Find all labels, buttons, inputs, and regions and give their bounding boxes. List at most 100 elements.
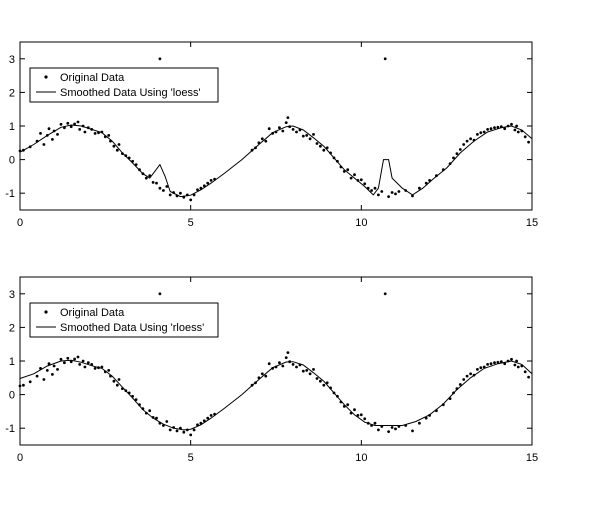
data-point xyxy=(267,362,271,366)
axes-box xyxy=(19,276,533,446)
data-point xyxy=(489,362,493,366)
data-point xyxy=(325,381,329,385)
data-point xyxy=(489,127,493,131)
x-tick-label: 0 xyxy=(17,217,23,229)
data-point xyxy=(496,125,500,129)
data-point xyxy=(418,421,421,425)
data-point xyxy=(469,372,472,376)
data-point xyxy=(424,181,428,185)
data-point xyxy=(390,426,394,429)
data-point xyxy=(69,125,73,129)
x-tick-label: 5 xyxy=(188,452,194,464)
data-point xyxy=(493,361,496,365)
data-point xyxy=(383,57,387,61)
x-tick-label: 15 xyxy=(526,217,538,229)
data-point xyxy=(394,192,397,196)
data-point xyxy=(76,355,80,359)
data-point xyxy=(356,414,360,417)
data-point xyxy=(486,127,489,131)
data-point xyxy=(516,130,520,134)
data-point xyxy=(51,138,54,141)
legend-marker-swatch xyxy=(44,310,48,314)
data-point xyxy=(353,408,356,412)
data-point xyxy=(175,429,179,433)
data-point xyxy=(373,186,377,190)
data-point xyxy=(452,156,455,160)
data-point xyxy=(47,127,51,131)
data-point xyxy=(267,127,271,131)
data-point xyxy=(377,193,380,197)
data-point xyxy=(56,368,59,371)
data-point xyxy=(155,416,158,420)
data-point xyxy=(281,129,285,133)
data-point xyxy=(308,372,312,376)
data-point xyxy=(312,133,315,136)
data-point xyxy=(305,369,309,372)
data-point xyxy=(486,363,489,366)
data-point xyxy=(117,378,121,381)
y-tick-label: -1 xyxy=(5,423,15,435)
x-tick-label: 0 xyxy=(17,452,23,464)
data-point xyxy=(155,181,158,185)
legend-entry: Smoothed Data Using 'loess' xyxy=(60,87,201,99)
legend-box xyxy=(29,302,219,338)
data-point xyxy=(59,357,63,361)
data-point xyxy=(377,428,380,432)
y-tick-label: 2 xyxy=(9,87,15,99)
data-point xyxy=(42,143,46,146)
data-point xyxy=(144,176,148,180)
data-point xyxy=(202,184,206,188)
data-point xyxy=(42,378,46,381)
data-point xyxy=(359,178,363,182)
data-point xyxy=(59,122,63,126)
data-point xyxy=(286,116,290,119)
data-point xyxy=(513,128,517,132)
data-point xyxy=(418,186,421,190)
legend-entry: Original Data xyxy=(60,72,125,84)
data-point xyxy=(196,188,199,192)
data-point xyxy=(158,57,162,61)
y-tick-label: 3 xyxy=(9,289,15,301)
data-point xyxy=(476,133,479,136)
data-point xyxy=(56,133,59,136)
data-point xyxy=(182,430,186,434)
data-point xyxy=(260,372,264,376)
data-point xyxy=(278,126,281,130)
y-tick-label: -1 xyxy=(5,188,15,200)
data-point xyxy=(284,356,288,359)
data-point xyxy=(370,189,373,192)
data-point xyxy=(295,130,298,134)
data-point xyxy=(319,144,322,148)
data-point xyxy=(319,379,322,383)
data-point xyxy=(63,361,66,365)
data-point xyxy=(527,140,530,144)
data-point xyxy=(397,190,401,193)
data-point xyxy=(359,413,363,417)
data-point xyxy=(112,144,116,148)
data-point xyxy=(165,420,169,423)
data-point xyxy=(312,368,315,371)
data-point xyxy=(107,369,111,372)
data-point xyxy=(264,374,268,378)
data-point xyxy=(52,364,56,368)
data-point xyxy=(76,120,80,124)
data-point xyxy=(363,182,367,186)
data-point xyxy=(83,130,87,134)
data-point xyxy=(73,122,76,126)
x-tick-label: 10 xyxy=(355,452,367,464)
data-point xyxy=(523,135,527,139)
data-point xyxy=(51,373,54,376)
data-point xyxy=(165,185,169,188)
data-point xyxy=(496,360,500,364)
data-point xyxy=(28,380,32,384)
data-point xyxy=(455,152,459,156)
data-point xyxy=(315,142,319,145)
data-point xyxy=(291,127,295,131)
data-point xyxy=(458,148,462,151)
data-point xyxy=(465,139,469,143)
smoothed-line xyxy=(19,359,533,431)
axes-box xyxy=(19,41,533,211)
data-point xyxy=(462,378,466,381)
data-point xyxy=(86,361,90,365)
data-point xyxy=(189,433,193,437)
